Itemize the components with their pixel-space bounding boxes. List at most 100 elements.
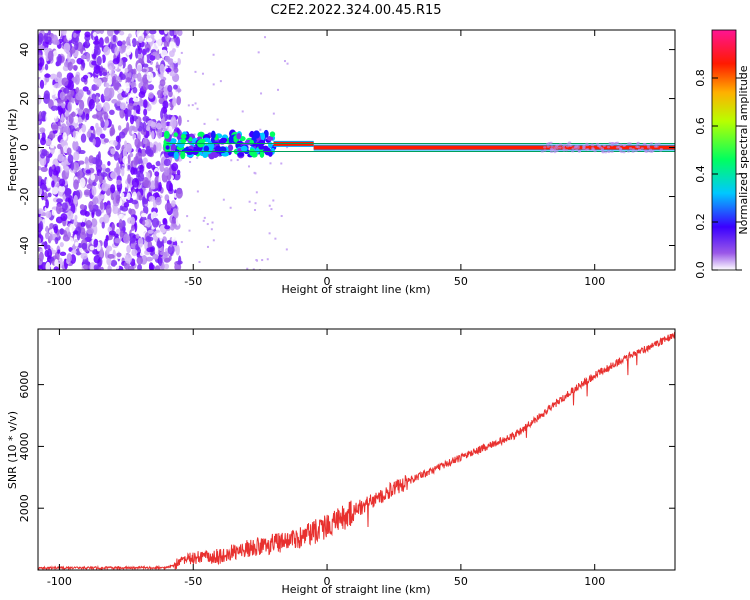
figure-title: C2E2.2022.324.00.45.R15	[270, 3, 441, 18]
noise-blob	[160, 109, 164, 120]
signal-speck	[646, 144, 650, 147]
noise-blob	[115, 179, 122, 185]
spectrogram-y-axis-label: Frequency (Hz)	[6, 109, 19, 192]
noise-blob	[51, 124, 59, 130]
noise-speck	[196, 190, 199, 193]
snr-x-axis-label: Height of straight line (km)	[281, 583, 430, 596]
noise-blob	[127, 164, 131, 170]
noise-blob	[77, 116, 83, 124]
noise-blob	[120, 73, 126, 80]
signal-speck	[640, 147, 644, 150]
noise-blob	[137, 237, 144, 248]
noise-blob	[154, 105, 161, 110]
noise-blob	[166, 114, 173, 120]
noise-blob	[76, 262, 83, 269]
noise-speck	[211, 221, 214, 224]
noise-blob	[154, 109, 161, 120]
signal-blob	[251, 150, 257, 158]
noise-blob	[132, 167, 138, 175]
signal-speck	[607, 150, 611, 154]
signal-speck	[628, 147, 633, 150]
signal-blob	[171, 143, 176, 151]
noise-blob	[61, 77, 69, 86]
noise-blob	[82, 74, 89, 80]
noise-blob	[76, 57, 84, 65]
noise-blob	[176, 169, 181, 176]
noise-blob	[114, 167, 119, 174]
noise-blob	[67, 154, 74, 164]
noise-blob	[152, 51, 158, 57]
signal-speck	[631, 150, 635, 153]
noise-blob	[142, 63, 149, 68]
noise-blob	[167, 84, 173, 93]
noise-blob	[135, 118, 140, 129]
noise-blob	[146, 162, 152, 170]
noise-blob	[130, 81, 137, 89]
noise-blob	[91, 60, 98, 66]
noise-blob	[129, 114, 135, 125]
noise-blob	[49, 109, 54, 118]
signal-speck	[581, 147, 586, 150]
noise-blob	[67, 61, 73, 71]
noise-blob	[117, 125, 122, 131]
noise-blob	[142, 157, 148, 165]
noise-blob	[127, 173, 131, 185]
noise-blob	[163, 167, 170, 176]
noise-blob	[149, 246, 155, 253]
noise-blob	[63, 230, 68, 238]
noise-blob	[39, 156, 47, 166]
noise-speck	[180, 51, 183, 54]
noise-speck	[216, 118, 219, 121]
signal-speck	[553, 150, 557, 154]
noise-speck	[264, 36, 267, 39]
signal-speck	[631, 148, 635, 151]
noise-blob	[132, 60, 136, 65]
spectrogram-signal	[163, 129, 675, 160]
noise-speck	[191, 104, 194, 107]
colorbar-tick-label: 0.6	[694, 117, 707, 135]
noise-blob	[112, 205, 119, 215]
signal-speck	[600, 147, 605, 150]
colorbar-ticks: 0.0 0.2 0.4 0.6 0.8	[694, 69, 742, 279]
noise-speck	[253, 171, 256, 174]
noise-speck	[283, 60, 286, 63]
noise-blob	[169, 71, 176, 77]
noise-speck	[261, 259, 264, 262]
noise-speck	[248, 165, 251, 168]
signal-speck	[546, 145, 550, 148]
noise-speck	[212, 53, 215, 56]
noise-blob	[130, 216, 136, 226]
noise-blob	[122, 81, 127, 92]
noise-blob	[53, 226, 58, 234]
noise-speck	[180, 241, 183, 244]
signal-speck	[566, 142, 570, 145]
signal-speck	[595, 142, 600, 146]
noise-blob	[88, 155, 94, 164]
noise-blob	[135, 233, 140, 239]
noise-blob	[38, 131, 41, 142]
signal-speck	[597, 144, 602, 148]
noise-blob	[176, 95, 182, 106]
noise-blob	[177, 115, 182, 126]
noise-blob	[149, 180, 157, 190]
noise-blob	[54, 39, 60, 46]
noise-blob	[147, 236, 154, 242]
signal-speck	[574, 144, 579, 148]
noise-blob	[105, 234, 109, 242]
noise-blob	[114, 46, 120, 56]
noise-blob	[80, 221, 86, 227]
noise-speck	[280, 215, 283, 218]
noise-blob	[124, 165, 128, 171]
noise-blob	[127, 64, 133, 73]
noise-blob	[44, 73, 51, 78]
noise-blob	[71, 76, 78, 83]
noise-blob	[78, 150, 86, 155]
noise-blob	[71, 249, 77, 254]
noise-blob	[126, 36, 131, 46]
signal-blob	[236, 140, 243, 145]
signal-speck	[626, 150, 631, 153]
noise-blob	[45, 113, 49, 124]
noise-blob	[172, 97, 177, 107]
noise-blob	[158, 256, 163, 267]
noise-blob	[126, 192, 131, 201]
